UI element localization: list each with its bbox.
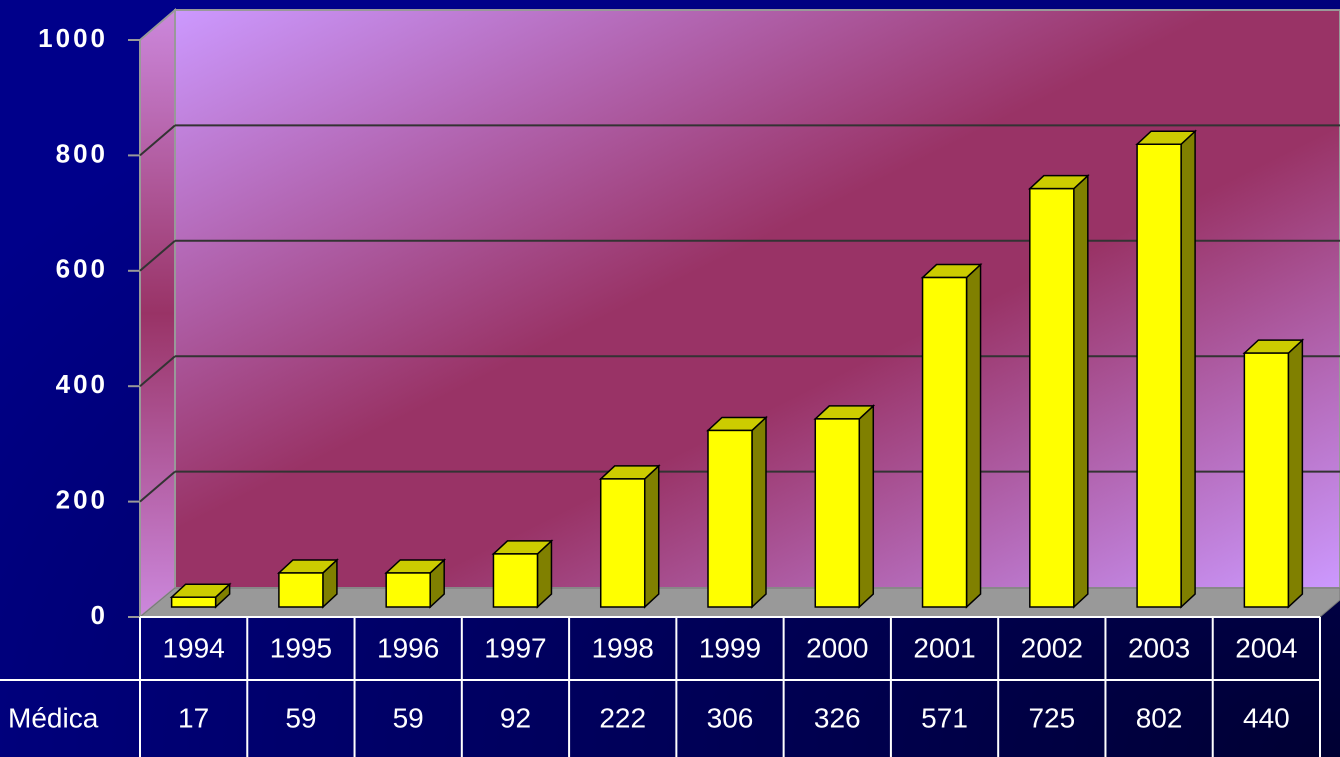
bar	[384, 558, 447, 609]
table-value: 571	[921, 702, 968, 733]
bar-side	[751, 415, 767, 609]
bar-front	[492, 553, 539, 608]
table-value: 17	[178, 702, 209, 733]
y-tick-label: 1000	[38, 23, 108, 53]
side-wall	[139, 7, 176, 620]
bar	[1242, 338, 1305, 609]
x-tick-label: 2000	[806, 632, 868, 663]
x-tick-label: 1998	[592, 632, 654, 663]
x-tick-label: 2004	[1235, 632, 1297, 663]
bar	[491, 539, 554, 609]
grid-line	[139, 355, 176, 387]
grid-line	[139, 124, 176, 157]
bar-front	[385, 572, 431, 608]
bar	[276, 558, 339, 609]
bar-front	[599, 478, 646, 608]
bar-side	[965, 262, 982, 609]
table-value: 59	[393, 702, 424, 733]
bar	[920, 262, 983, 609]
bar-side	[643, 464, 660, 609]
x-tick-label: 1997	[484, 632, 546, 663]
grid-line	[139, 470, 176, 503]
bar	[706, 415, 768, 609]
x-tick-label: 1996	[377, 632, 439, 663]
bar-side	[1073, 173, 1089, 609]
table-value: 306	[707, 702, 754, 733]
table-value: 92	[500, 702, 531, 733]
legend-label: Médica	[8, 702, 99, 733]
y-tick-label: 400	[56, 369, 108, 399]
bar	[598, 464, 661, 609]
x-tick-label: 1999	[699, 632, 761, 663]
table-value: 222	[599, 702, 646, 733]
bar-front	[1136, 143, 1182, 608]
bar	[1027, 173, 1090, 609]
x-tick-label: 2003	[1128, 632, 1190, 663]
bar	[813, 404, 876, 609]
y-tick-label: 0	[91, 600, 108, 630]
y-tick-label: 800	[56, 138, 108, 168]
y-tick-label: 600	[56, 254, 108, 284]
bar-front	[278, 572, 324, 608]
table-value: 59	[285, 702, 316, 733]
x-tick-label: 1994	[162, 632, 224, 663]
bar-front	[707, 429, 753, 608]
bar-side	[1287, 338, 1304, 609]
table-value: 440	[1243, 702, 1290, 733]
bar-front	[1029, 187, 1075, 608]
table-value: 326	[814, 702, 861, 733]
bar-front	[814, 418, 861, 608]
y-tick-label: 200	[56, 484, 108, 514]
bar-front	[921, 276, 968, 608]
bar	[1135, 129, 1198, 609]
bar-front	[170, 596, 217, 608]
x-tick-label: 2002	[1021, 632, 1083, 663]
x-tick-label: 1995	[270, 632, 332, 663]
table-value: 725	[1028, 702, 1075, 733]
bar-side	[1180, 129, 1196, 609]
bar-front	[1243, 352, 1290, 608]
x-tick-label: 2001	[913, 632, 975, 663]
bar	[169, 582, 232, 609]
bar-side	[858, 404, 875, 609]
grid-line	[139, 240, 176, 272]
table-value: 802	[1136, 702, 1183, 733]
